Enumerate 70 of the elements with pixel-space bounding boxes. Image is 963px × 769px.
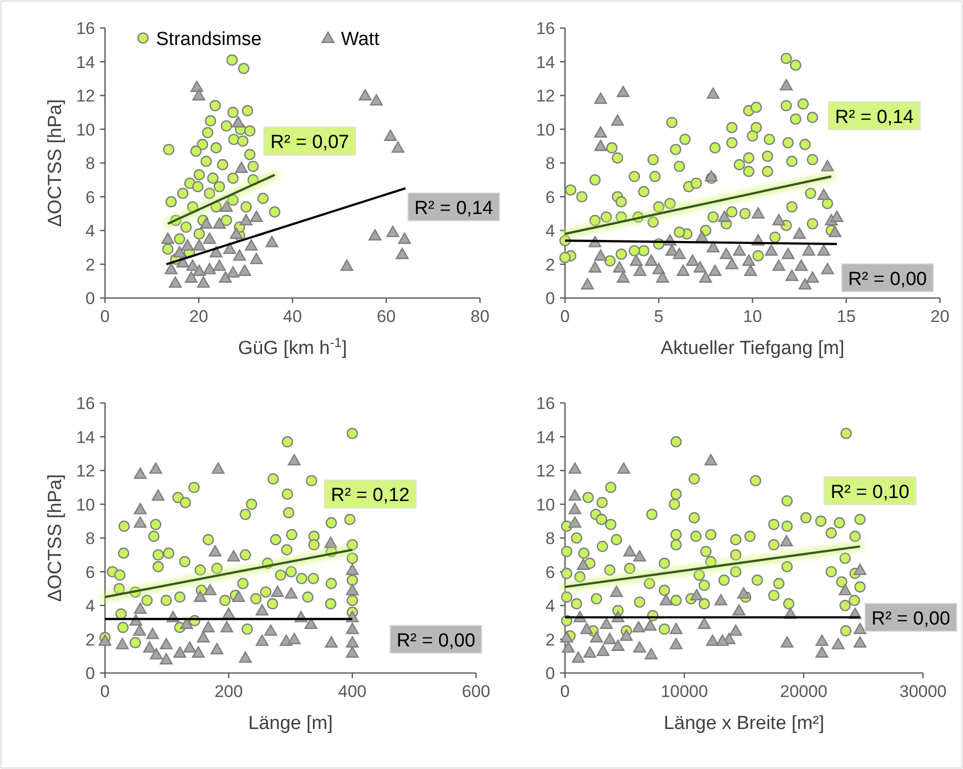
y-tick-label: 14 — [76, 52, 95, 72]
y-tick-label: 6 — [546, 562, 555, 582]
y-tick-label: 4 — [86, 596, 95, 616]
y-tick-label: 12 — [76, 462, 95, 480]
annotation: R² = 0,10 — [830, 482, 910, 503]
x-tick-label: 60 — [376, 307, 396, 326]
x-tick-label: 400 — [338, 682, 367, 701]
y-tick-label: 2 — [546, 630, 555, 650]
annotation: R² = 0,00 — [848, 268, 927, 290]
x-tick-label: 40 — [283, 307, 302, 326]
y-tick-label: 0 — [546, 289, 555, 308]
y-tick-label: 8 — [86, 154, 95, 173]
x-tick-label: 0 — [100, 307, 110, 326]
y-tick-label: 8 — [546, 529, 555, 548]
y-tick-label: 6 — [546, 188, 555, 207]
y-tick-label: 14 — [536, 428, 555, 447]
x-tick-label: 0 — [100, 682, 110, 701]
y-tick-label: 12 — [536, 462, 555, 480]
x-tick-label: 10000 — [660, 682, 708, 701]
y-tick-label: 10 — [536, 495, 555, 514]
y-tick-label: 14 — [536, 52, 555, 72]
x-axis-title: Aktueller Tiefgang [m] — [660, 338, 844, 359]
x-tick-label: 10 — [743, 307, 762, 326]
y-axis-title: ΔOCTSS [hPa] — [45, 99, 66, 227]
y-tick-label: 14 — [76, 428, 95, 447]
y-tick-label: 6 — [86, 188, 95, 207]
y-tick-label: 6 — [86, 562, 95, 582]
y-tick-label: 4 — [86, 222, 95, 240]
legend-label: Watt — [341, 29, 380, 50]
y-tick-label: 2 — [86, 630, 95, 650]
x-tick-label: 0 — [560, 682, 570, 701]
y-tick-label: 16 — [536, 394, 555, 413]
y-tick-label: 4 — [546, 596, 555, 616]
x-tick-label: 20 — [189, 307, 208, 326]
x-tick-label: 0 — [560, 307, 570, 326]
x-tick-label: 200 — [214, 682, 243, 701]
x-tick-label: 20 — [930, 307, 950, 326]
y-tick-label: 8 — [86, 529, 95, 548]
x-tick-label: 600 — [462, 682, 490, 701]
x-axis-title: Länge x Breite [m²] — [664, 713, 824, 734]
y-tick-label: 10 — [76, 495, 95, 514]
x-tick-label: 20000 — [780, 682, 828, 701]
annotation: R² = 0,07 — [270, 132, 350, 154]
y-tick-label: 16 — [536, 19, 555, 38]
y-tick-label: 8 — [546, 154, 555, 173]
legend-label: Strandsimse — [156, 29, 262, 50]
y-tick-label: 0 — [546, 664, 555, 683]
y-tick-label: 12 — [536, 86, 555, 106]
annotation: R² = 0,14 — [414, 198, 494, 219]
y-tick-label: 2 — [86, 255, 95, 274]
y-tick-label: 16 — [76, 19, 95, 38]
x-tick-label: 30000 — [899, 682, 947, 701]
y-tick-label: 4 — [546, 222, 555, 240]
x-tick-label: 5 — [654, 307, 664, 326]
y-tick-label: 0 — [86, 289, 95, 308]
y-axis-title: ΔOCTSS [hPa] — [45, 474, 66, 602]
y-tick-label: 12 — [76, 86, 95, 106]
x-tick-label: 80 — [470, 307, 490, 326]
annotation: R² = 0,00 — [396, 630, 476, 652]
x-axis-title: GüG [km h$^{-1}$] — [238, 334, 347, 359]
y-tick-label: 0 — [86, 664, 95, 683]
y-tick-label: 2 — [546, 255, 555, 274]
annotation: R² = 0,00 — [871, 608, 950, 630]
annotation: R² = 0,14 — [835, 106, 914, 128]
y-tick-label: 10 — [536, 120, 555, 140]
y-tick-label: 10 — [76, 120, 95, 140]
y-tick-label: 16 — [76, 394, 95, 413]
x-axis-title: Länge [m] — [248, 713, 333, 734]
x-tick-label: 15 — [836, 307, 856, 326]
annotation: R² = 0,12 — [330, 485, 410, 506]
